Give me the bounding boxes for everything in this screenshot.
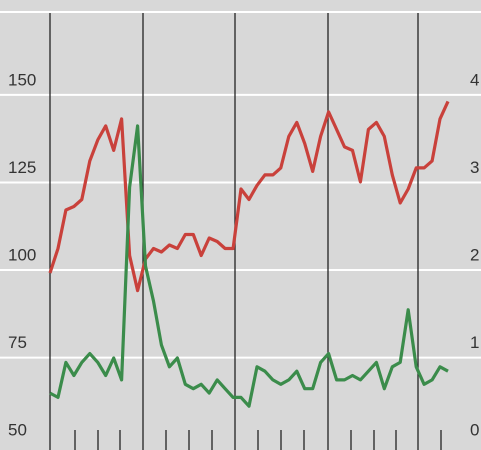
y-tick-label: 125 bbox=[8, 158, 36, 177]
y2-tick-label: 4 bbox=[470, 70, 479, 89]
y-tick-label: 75 bbox=[8, 333, 27, 352]
y2-tick-label: 1 bbox=[470, 333, 479, 352]
y2-tick-label: 0 bbox=[470, 421, 479, 440]
series-line bbox=[49, 124, 449, 408]
y-tick-label: 100 bbox=[8, 246, 36, 265]
series-line bbox=[48, 100, 450, 293]
frame bbox=[0, 11, 481, 450]
minor-ticks bbox=[74, 430, 442, 450]
y2-tick-label: 3 bbox=[470, 158, 479, 177]
y-tick-label: 50 bbox=[8, 421, 27, 440]
y2-tick-label: 2 bbox=[470, 246, 479, 265]
y-tick-label: 150 bbox=[8, 70, 36, 89]
